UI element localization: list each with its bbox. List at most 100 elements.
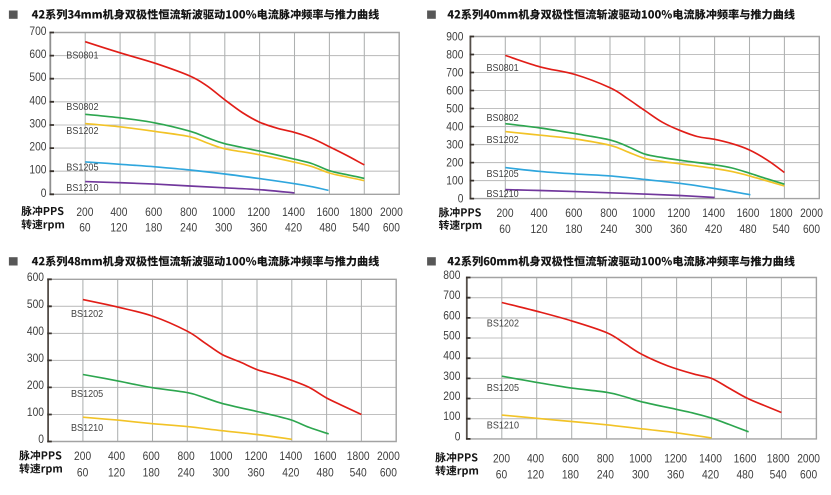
svg-text:0: 0 [38,432,44,446]
svg-text:180: 180 [562,468,579,482]
svg-text:2000: 2000 [800,206,823,220]
svg-text:700: 700 [29,24,46,38]
svg-text:900: 900 [446,30,463,44]
svg-text:BS1210: BS1210 [66,182,98,194]
svg-text:400: 400 [446,120,463,134]
svg-text:1000: 1000 [629,451,652,465]
svg-text:800: 800 [443,268,460,282]
svg-text:BS1210: BS1210 [71,422,103,434]
svg-text:600: 600 [27,270,44,284]
svg-text:BS1205: BS1205 [487,168,519,180]
svg-text:60: 60 [79,221,91,235]
svg-text:1200: 1200 [664,451,687,465]
svg-text:1600: 1600 [314,449,337,463]
svg-text:600: 600 [383,221,400,235]
svg-text:100: 100 [29,163,46,177]
svg-text:420: 420 [282,465,299,479]
svg-text:200: 200 [493,451,510,465]
svg-text:1400: 1400 [282,205,305,219]
svg-text:120: 120 [530,222,547,236]
svg-text:400: 400 [530,206,547,220]
svg-text:1600: 1600 [737,206,760,220]
svg-text:200: 200 [27,378,44,392]
svg-text:300: 300 [446,138,463,152]
svg-text:540: 540 [770,468,787,482]
svg-text:800: 800 [178,449,195,463]
svg-text:BS1202: BS1202 [71,308,103,320]
svg-text:240: 240 [180,221,197,235]
svg-text:0: 0 [41,186,47,200]
svg-text:BS0802: BS0802 [66,101,98,113]
svg-text:300: 300 [632,468,649,482]
svg-text:600: 600 [565,206,582,220]
svg-text:BS1202: BS1202 [487,134,519,146]
svg-text:180: 180 [565,222,582,236]
svg-text:300: 300 [29,117,46,131]
svg-text:BS1210: BS1210 [487,420,519,432]
svg-text:200: 200 [496,206,513,220]
svg-text:BS0801: BS0801 [487,62,519,74]
svg-text:300: 300 [212,465,229,479]
svg-text:360: 360 [250,221,267,235]
svg-text:360: 360 [667,468,684,482]
svg-text:500: 500 [27,297,44,311]
svg-text:1800: 1800 [350,205,373,219]
svg-text:200: 200 [446,156,463,170]
svg-text:BS1210: BS1210 [487,188,519,200]
svg-text:600: 600 [145,205,162,219]
svg-text:480: 480 [736,468,753,482]
svg-text:540: 540 [773,222,790,236]
svg-text:1800: 1800 [767,451,790,465]
svg-text:400: 400 [110,205,127,219]
svg-text:200: 200 [76,205,93,219]
svg-text:600: 600 [446,84,463,98]
svg-text:420: 420 [285,221,302,235]
svg-text:BS1202: BS1202 [66,125,98,137]
svg-text:BS0802: BS0802 [487,112,519,124]
svg-text:480: 480 [319,221,336,235]
svg-text:400: 400 [443,349,460,363]
svg-text:1400: 1400 [702,206,725,220]
svg-text:1000: 1000 [632,206,655,220]
svg-text:200: 200 [29,140,46,154]
svg-text:2000: 2000 [797,451,820,465]
svg-text:300: 300 [27,351,44,365]
svg-text:120: 120 [527,468,544,482]
svg-text:400: 400 [27,324,44,338]
svg-text:240: 240 [597,468,614,482]
svg-text:540: 540 [353,221,370,235]
svg-text:600: 600 [800,468,817,482]
svg-text:540: 540 [350,465,367,479]
svg-text:800: 800 [446,48,463,62]
svg-text:BS0801: BS0801 [66,50,98,62]
svg-text:2000: 2000 [377,449,400,463]
svg-text:2000: 2000 [380,205,403,219]
svg-text:500: 500 [29,70,46,84]
svg-text:600: 600 [143,449,160,463]
svg-text:300: 300 [215,221,232,235]
svg-text:1400: 1400 [699,451,722,465]
svg-text:500: 500 [446,102,463,116]
svg-text:800: 800 [597,451,614,465]
svg-text:480: 480 [317,465,334,479]
svg-text:240: 240 [600,222,617,236]
svg-text:BS1202: BS1202 [487,318,519,330]
svg-text:BS1205: BS1205 [71,388,103,400]
svg-text:1200: 1200 [247,205,270,219]
svg-text:600: 600 [803,222,820,236]
svg-text:400: 400 [527,451,544,465]
svg-text:420: 420 [705,222,722,236]
svg-text:BS1205: BS1205 [66,162,98,174]
svg-text:400: 400 [108,449,125,463]
svg-text:360: 360 [247,465,264,479]
svg-text:200: 200 [74,449,91,463]
svg-text:BS1205: BS1205 [487,382,519,394]
svg-text:600: 600 [29,47,46,61]
svg-text:1000: 1000 [210,449,233,463]
svg-text:600: 600 [380,465,397,479]
svg-text:1200: 1200 [245,449,268,463]
svg-text:600: 600 [562,451,579,465]
svg-text:500: 500 [443,329,460,343]
svg-text:120: 120 [108,465,125,479]
svg-text:100: 100 [443,409,460,423]
